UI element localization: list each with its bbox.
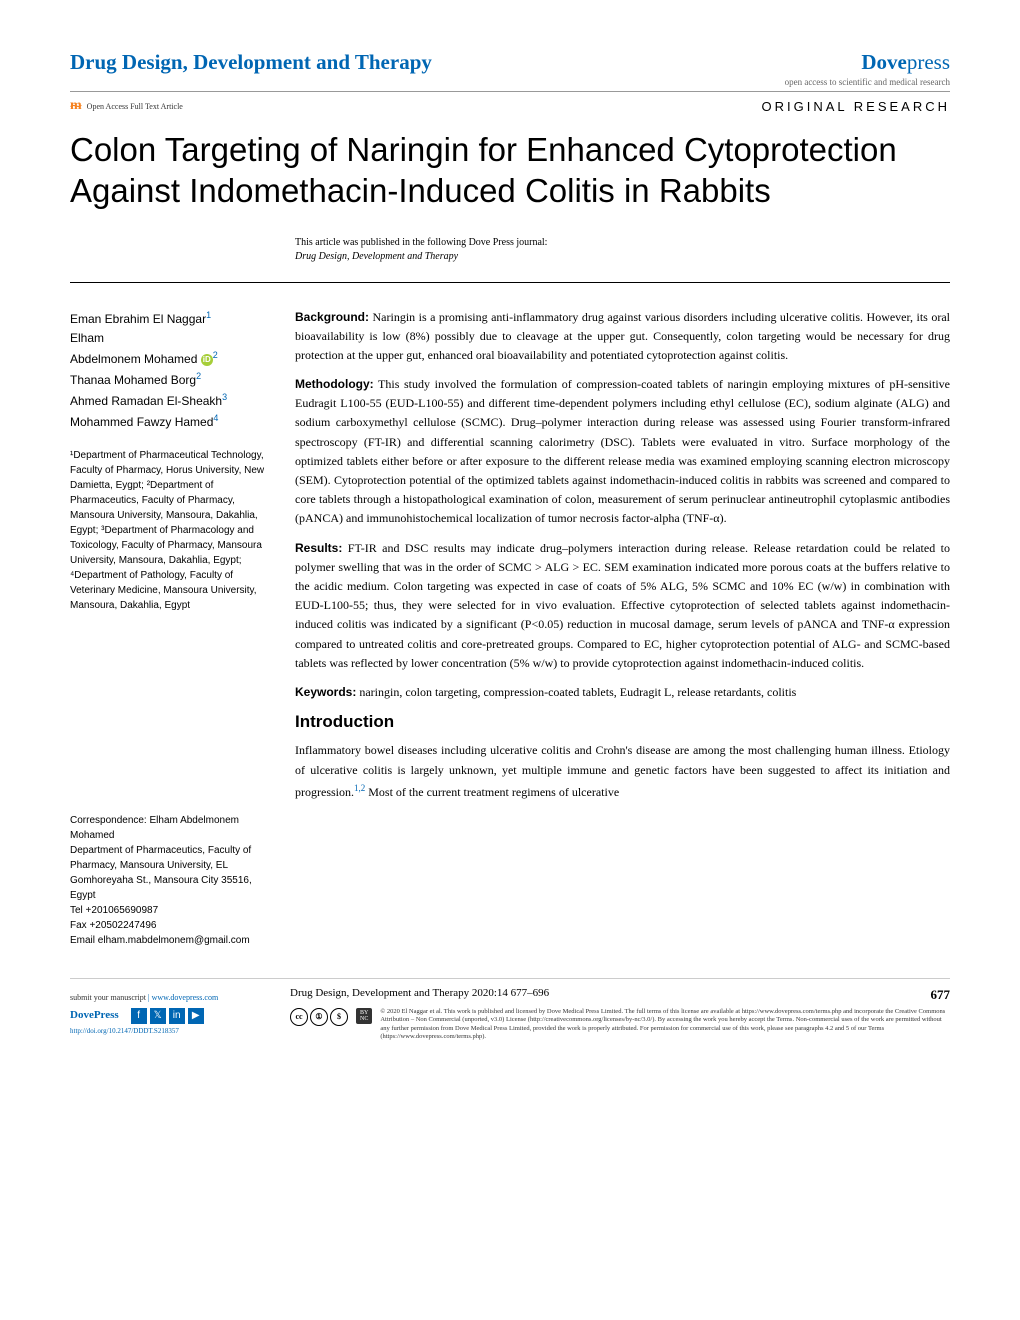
abstract-methodology: Methodology: This study involved the for… [295,375,950,529]
publication-note: This article was published in the follow… [295,237,950,248]
background-text: Naringin is a promising anti-inflammator… [295,310,950,362]
license-text: © 2020 El Naggar et al. This work is pub… [380,1008,950,1042]
correspondence-label: Correspondence: Elham Abdelmonem Mohamed [70,813,270,843]
keywords-label: Keywords: [295,685,356,699]
correspondence-tel: Tel +201065690987 [70,903,270,918]
intro-part2: Most of the current treatment regimens o… [365,785,619,799]
methodology-text: This study involved the formulation of c… [295,377,950,525]
author-2: Elham [70,329,270,348]
divider [70,282,950,283]
cc-badges: cc ① $ [290,1008,348,1026]
doi-link[interactable]: http://doi.org/10.2147/DDDT.S218357 [70,1027,270,1035]
authors-list: Eman Ebrahim El Naggar1 Elham Abdelmonem… [70,308,270,433]
license-row: cc ① $ BY NC © 2020 El Naggar et al. Thi… [290,1008,950,1042]
subheader-row: ᵯ Open Access Full Text Article ORIGINAL… [70,91,950,114]
reference-link[interactable]: 1,2 [354,783,365,793]
facebook-icon[interactable]: f [131,1008,147,1024]
author-3: Abdelmonem Mohamed iD2 [70,348,270,369]
social-row: DovePress f 𝕏 in ▶ [70,1005,270,1024]
brand-dove: Dove [861,50,907,74]
correspondence-fax: Fax +20502247496 [70,918,270,933]
submit-row: submit your manuscript | www.dovepress.c… [70,987,270,1005]
abstract-results: Results: FT-IR and DSC results may indic… [295,539,950,673]
correspondence: Correspondence: Elham Abdelmonem Mohamed… [70,813,270,948]
author-1: Eman Ebrahim El Naggar1 [70,308,270,329]
methodology-label: Methodology: [295,377,374,391]
open-access-badge: ᵯ Open Access Full Text Article [70,98,183,114]
right-column: Background: Naringin is a promising anti… [295,308,950,948]
footer-right: Drug Design, Development and Therapy 202… [290,987,950,1042]
brand-press: press [907,50,950,74]
correspondence-address: Department of Pharmaceutics, Faculty of … [70,843,270,903]
footer-left: submit your manuscript | www.dovepress.c… [70,987,270,1042]
results-label: Results: [295,541,342,555]
left-column: Eman Ebrahim El Naggar1 Elham Abdelmonem… [70,308,270,948]
footer: submit your manuscript | www.dovepress.c… [70,978,950,1042]
header-row: Drug Design, Development and Therapy Dov… [70,50,950,87]
author-4: Thanaa Mohamed Borg2 [70,369,270,390]
abstract-background: Background: Naringin is a promising anti… [295,308,950,366]
author-6: Mohammed Fawzy Hamed4 [70,411,270,432]
dovepress-block: Dovepress open access to scientific and … [785,50,950,87]
submit-url[interactable]: | www.dovepress.com [146,993,218,1002]
youtube-icon[interactable]: ▶ [188,1008,204,1024]
background-label: Background: [295,310,369,324]
footer-citation: Drug Design, Development and Therapy 202… [290,987,950,1003]
dovepress-footer: DovePress [70,1009,119,1021]
introduction-text: Inflammatory bowel diseases including ul… [295,740,950,802]
by-icon: ① [310,1008,328,1026]
author-5: Ahmed Ramadan El-Sheakh3 [70,390,270,411]
nc-icon: $ [330,1008,348,1026]
linkedin-icon[interactable]: in [169,1008,185,1024]
orcid-icon[interactable]: iD [201,354,213,366]
dovepress-tagline: open access to scientific and medical re… [785,77,950,87]
introduction-heading: Introduction [295,712,950,732]
page-number: 677 [931,987,951,1003]
nc-badge: BY NC [356,1008,372,1024]
keywords-text: naringin, colon targeting, compression-c… [356,685,796,699]
open-access-text: Open Access Full Text Article [87,102,183,111]
twitter-icon[interactable]: 𝕏 [150,1008,166,1024]
citation-text: Drug Design, Development and Therapy 202… [290,987,549,1003]
correspondence-email: Email elham.mabdelmonem@gmail.com [70,933,270,948]
journal-name: Drug Design, Development and Therapy [70,50,432,75]
submit-text: submit your manuscript [70,993,146,1002]
dovepress-logo: Dovepress [785,50,950,75]
cc-icon: cc [290,1008,308,1026]
article-title: Colon Targeting of Naringin for Enhanced… [70,129,950,212]
publication-journal: Drug Design, Development and Therapy [295,251,950,262]
open-access-icon: ᵯ [70,98,82,114]
results-text: FT-IR and DSC results may indicate drug–… [295,541,950,670]
main-content: Eman Ebrahim El Naggar1 Elham Abdelmonem… [70,308,950,948]
article-type: ORIGINAL RESEARCH [762,99,951,114]
affiliations: ¹Department of Pharmaceutical Technology… [70,448,270,613]
social-icons: f 𝕏 in ▶ [131,1008,204,1024]
abstract-keywords: Keywords: naringin, colon targeting, com… [295,683,950,702]
